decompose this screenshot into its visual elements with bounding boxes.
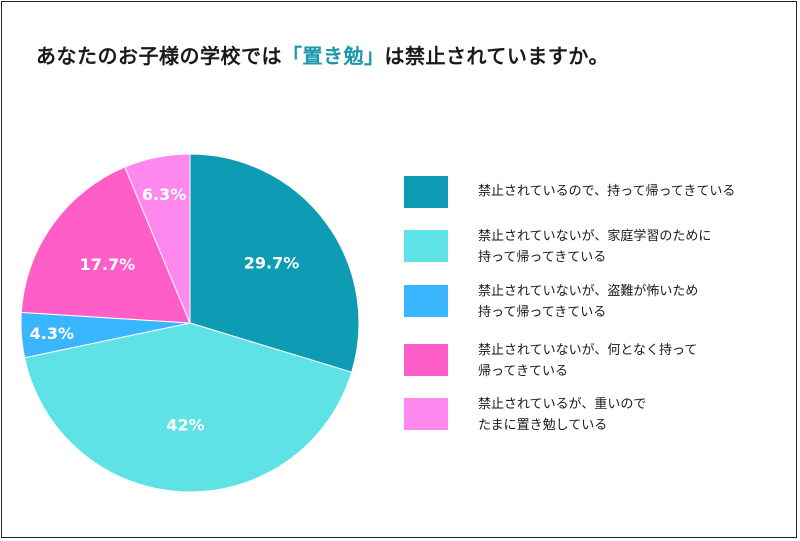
- legend-label-4: 禁止されているが、重いので たまに置き勉している: [478, 397, 647, 433]
- title-highlight: 「置き勉」: [282, 44, 385, 68]
- legend-swatch-4: [404, 398, 448, 430]
- legend-swatch-3: [404, 344, 448, 376]
- title-prefix: あなたのお子様の学校では: [36, 44, 282, 68]
- legend-swatch-0: [404, 176, 448, 208]
- legend-swatch-1: [404, 230, 448, 262]
- pie-data-label-1: 42%: [166, 415, 204, 434]
- title-suffix: は禁止されていますか。: [384, 44, 609, 68]
- pie-data-label-3: 17.7%: [80, 255, 136, 274]
- pie-slice-1: [24, 322, 353, 493]
- pie-data-label-2: 4.3%: [30, 324, 74, 343]
- legend-label-3: 禁止されていないが、何となく持って 帰ってきている: [478, 343, 698, 379]
- pie-slice-4: [124, 153, 191, 324]
- chart-title: あなたのお子様の学校では「置き勉」は禁止されていますか。: [36, 40, 609, 69]
- legend-label-1: 禁止されていないが、家庭学習のために 持って帰ってきている: [478, 229, 712, 265]
- pie-data-label-0: 29.7%: [244, 254, 300, 273]
- legend-label-0: 禁止されているので、持って帰ってきている: [478, 184, 736, 199]
- pie-data-label-4: 6.3%: [142, 185, 186, 204]
- legend-label-2: 禁止されていないが、盗難が怖いため 持って帰ってきている: [478, 284, 699, 320]
- pie-slice-0: [189, 153, 360, 373]
- pie-slice-3: [20, 166, 191, 324]
- legend-swatch-2: [404, 285, 448, 317]
